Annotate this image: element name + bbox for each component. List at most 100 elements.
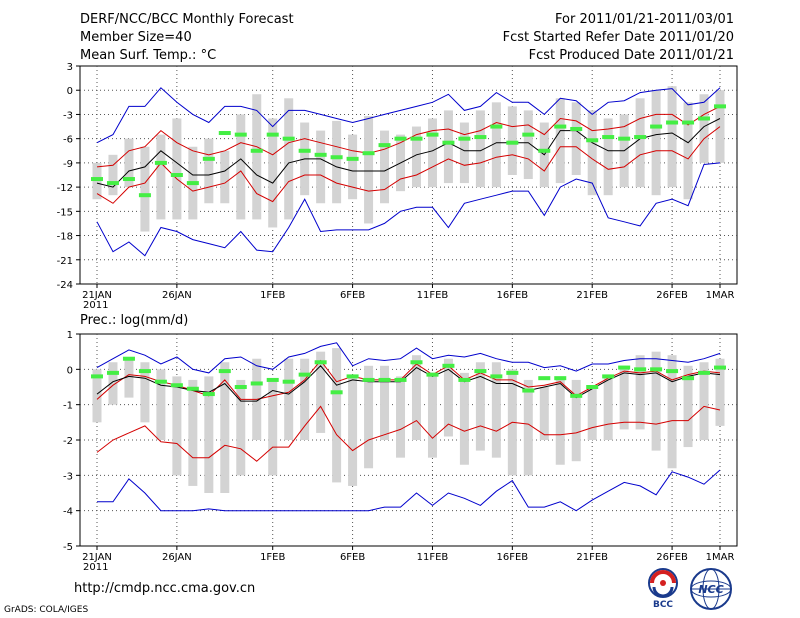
ensemble-range-bar	[172, 118, 182, 220]
ensemble-range-bar	[236, 114, 246, 220]
member-marker	[138, 369, 151, 374]
ensemble-range-bar	[507, 106, 517, 175]
x-tick-label: 1MAR	[706, 290, 735, 301]
member-marker	[554, 376, 567, 381]
ensemble-range-bar	[220, 150, 230, 204]
ensemble-range-bar	[172, 376, 182, 476]
y-tick-label: -4	[63, 507, 73, 518]
x-tick-label: 16FEB	[497, 552, 529, 563]
member-marker	[250, 148, 263, 153]
member-marker	[394, 136, 407, 141]
ensemble-range-bar	[316, 130, 326, 204]
series-line-ensemble-max	[96, 87, 721, 144]
ensemble-range-bar	[603, 376, 613, 440]
ensemble-range-bar	[332, 348, 342, 483]
member-marker	[362, 151, 375, 156]
x-tick-sublabel: 2011	[83, 300, 108, 311]
forecast-period-label: For 2011/01/21-2011/03/01	[555, 12, 734, 27]
ensemble-range-bar	[380, 365, 390, 440]
member-marker	[698, 370, 711, 375]
series-line-ensemble-min	[96, 162, 721, 257]
member-marker	[170, 173, 183, 177]
ensemble-range-bar	[188, 379, 198, 486]
ensemble-range-bar	[715, 358, 725, 426]
variable-label: Mean Surf. Temp.: °C	[80, 48, 217, 63]
ensemble-range-bar	[587, 387, 597, 440]
member-marker	[154, 379, 167, 384]
ensemble-range-bar	[619, 365, 629, 430]
member-marker	[234, 132, 247, 137]
y-tick-label: 1	[67, 330, 73, 341]
member-marker	[618, 365, 631, 370]
ensemble-range-bar	[587, 110, 597, 196]
member-marker	[106, 370, 119, 375]
ensemble-range-bar	[300, 358, 310, 440]
series-line-mean-1-std	[96, 126, 721, 204]
member-marker	[91, 374, 103, 379]
ensemble-range-bar	[364, 116, 374, 224]
panel-subtitle: Prec.: log(mm/d)	[80, 313, 188, 328]
x-tick-label: 21JAN	[82, 290, 112, 301]
y-tick-label: -6	[63, 135, 73, 146]
svg-text:NCC: NCC	[698, 583, 723, 596]
ensemble-range-bar	[491, 362, 501, 458]
member-marker	[666, 369, 679, 374]
ensemble-range-bar	[651, 351, 661, 451]
y-tick-label: -9	[63, 159, 73, 170]
y-tick-label: 0	[67, 86, 73, 97]
member-marker	[666, 120, 679, 125]
ensemble-range-bar	[667, 86, 677, 188]
ensemble-range-bar	[204, 138, 214, 204]
y-tick-label: -21	[57, 256, 73, 267]
series-line-mean-1-std	[96, 359, 721, 400]
ensemble-range-bar	[220, 362, 230, 493]
ensemble-range-bar	[156, 369, 166, 440]
member-marker	[314, 360, 327, 365]
x-tick-label: 1MAR	[706, 552, 735, 563]
member-marker	[650, 124, 663, 129]
plot-frame	[79, 65, 738, 285]
ensemble-range-bar	[427, 118, 437, 188]
member-marker	[474, 135, 487, 140]
y-tick-label: -18	[57, 232, 73, 243]
member-marker	[506, 140, 519, 145]
ensemble-range-bar	[92, 162, 102, 200]
member-marker	[538, 148, 551, 153]
series-line-ensemble-mean	[96, 365, 721, 402]
ensemble-range-bar	[204, 376, 214, 493]
ensemble-range-bar	[459, 122, 469, 184]
member-marker	[602, 135, 615, 140]
ensemble-range-bar	[332, 120, 342, 204]
member-marker	[378, 143, 391, 148]
ensemble-range-bar	[571, 379, 581, 462]
member-marker	[714, 365, 726, 370]
chart-title: DERF/NCC/BCC Monthly Forecast	[80, 12, 294, 27]
member-marker	[202, 392, 215, 397]
ensemble-range-bar	[555, 376, 565, 465]
member-marker	[426, 372, 439, 377]
ensemble-range-bar	[443, 110, 453, 184]
ensemble-range-bar	[523, 110, 533, 180]
member-marker	[410, 360, 423, 365]
member-marker	[506, 370, 519, 375]
series-line-ensemble-max	[96, 342, 721, 374]
member-marker	[602, 374, 615, 379]
ensemble-range-bar	[348, 134, 358, 200]
y-tick-label: -15	[57, 207, 73, 218]
x-tick-label: 1FEB	[260, 290, 285, 301]
member-marker	[202, 156, 215, 161]
member-marker	[298, 372, 311, 377]
ensemble-range-bar	[523, 379, 533, 476]
ensemble-range-bar	[124, 358, 134, 398]
ensemble-range-bar	[108, 154, 118, 196]
ensemble-range-bar	[124, 138, 134, 188]
ensemble-range-bar	[635, 98, 645, 188]
ensemble-range-bar	[284, 98, 294, 220]
x-tick-label: 16FEB	[497, 290, 529, 301]
ensemble-range-bar	[268, 379, 278, 476]
ensemble-range-bar	[683, 102, 693, 200]
member-marker	[442, 363, 455, 368]
ensemble-range-bar	[603, 118, 613, 196]
y-tick-label: -24	[57, 280, 73, 291]
bcc-logo-icon: BCC	[648, 568, 678, 610]
